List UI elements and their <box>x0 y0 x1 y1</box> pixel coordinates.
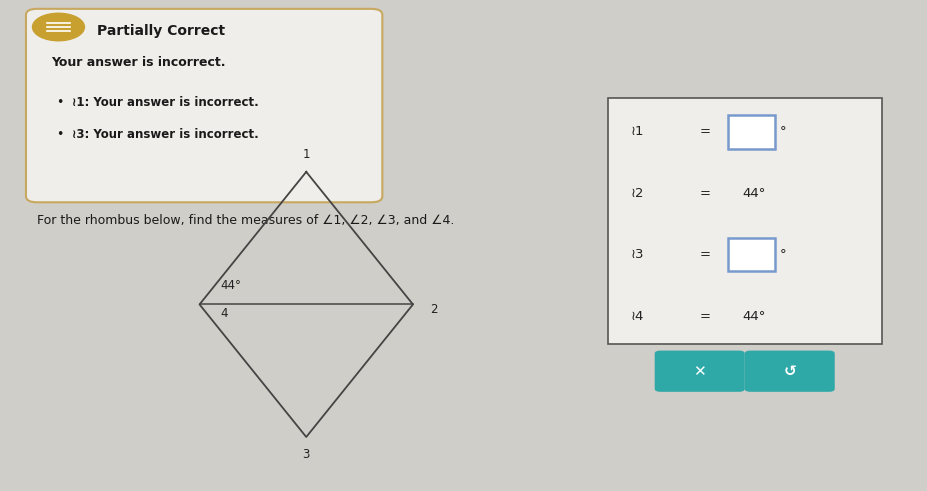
Text: ≀4: ≀4 <box>630 310 643 323</box>
Text: ≀3: Your answer is incorrect.: ≀3: Your answer is incorrect. <box>72 128 259 140</box>
Text: For the rhombus below, find the measures of ∠1, ∠2, ∠3, and ∠4.: For the rhombus below, find the measures… <box>37 214 454 226</box>
Text: ↺: ↺ <box>782 364 795 379</box>
Text: ≀2: ≀2 <box>630 187 644 200</box>
FancyBboxPatch shape <box>654 351 744 392</box>
Text: °: ° <box>779 126 785 138</box>
FancyBboxPatch shape <box>26 9 382 202</box>
Text: 1: 1 <box>302 148 310 161</box>
Circle shape <box>32 13 84 41</box>
Text: •: • <box>56 96 63 109</box>
FancyBboxPatch shape <box>728 238 774 272</box>
FancyBboxPatch shape <box>607 98 881 344</box>
Text: 44°: 44° <box>742 310 765 323</box>
Text: Your answer is incorrect.: Your answer is incorrect. <box>51 56 225 69</box>
Text: 44°: 44° <box>220 279 240 292</box>
Text: 2: 2 <box>429 303 437 316</box>
Text: 44°: 44° <box>742 187 765 200</box>
Text: =: = <box>699 187 710 200</box>
Text: 3: 3 <box>302 448 310 461</box>
Text: ✕: ✕ <box>692 364 705 379</box>
Text: Partially Correct: Partially Correct <box>97 24 225 38</box>
Text: =: = <box>699 248 710 261</box>
Text: =: = <box>699 310 710 323</box>
Text: ≀1: ≀1 <box>630 126 644 138</box>
Text: ≀1: Your answer is incorrect.: ≀1: Your answer is incorrect. <box>72 96 259 109</box>
FancyBboxPatch shape <box>728 115 774 149</box>
FancyBboxPatch shape <box>744 351 834 392</box>
Text: °: ° <box>779 248 785 261</box>
Text: =: = <box>699 126 710 138</box>
Text: •: • <box>56 128 63 140</box>
Text: 4: 4 <box>220 307 227 320</box>
Text: ≀3: ≀3 <box>630 248 644 261</box>
